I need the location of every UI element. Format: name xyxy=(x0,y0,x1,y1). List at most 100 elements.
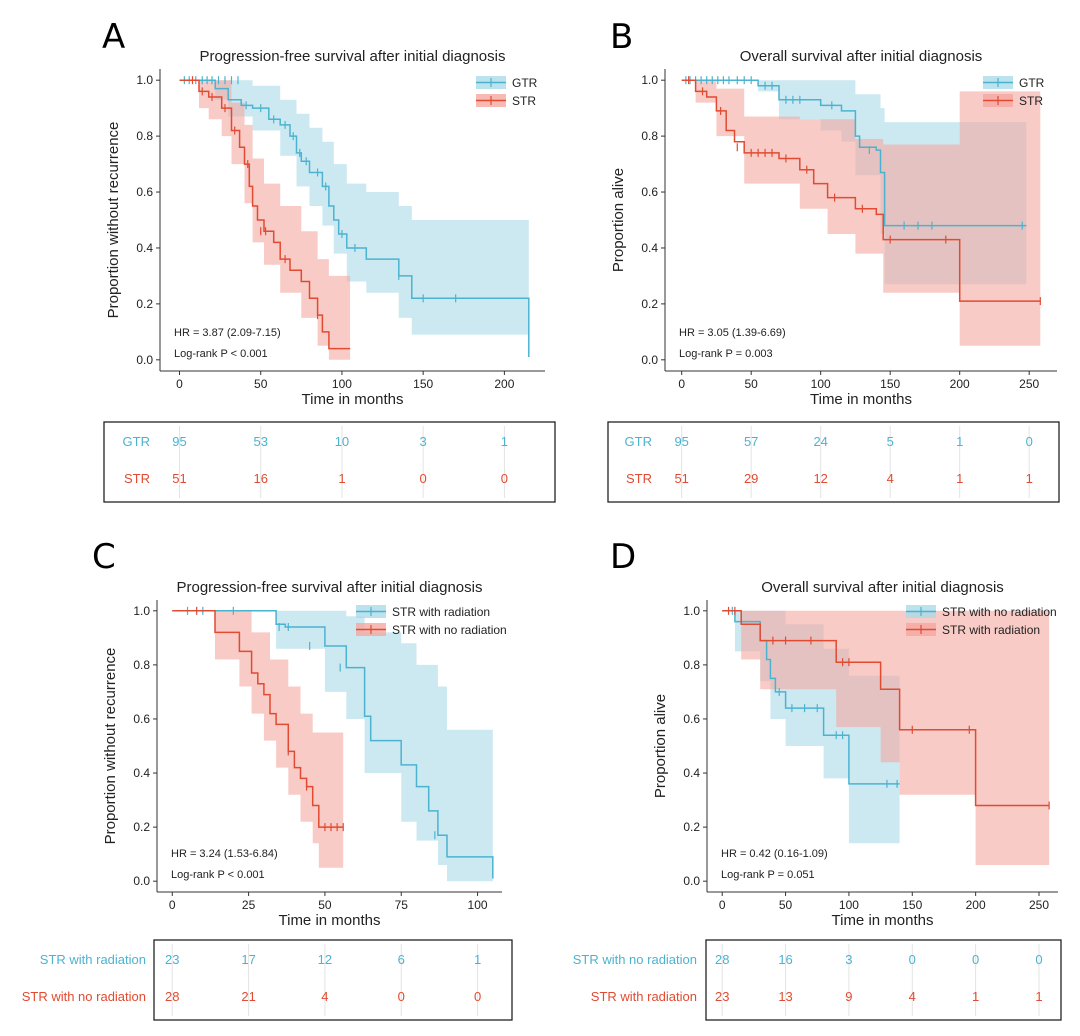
y-tick-label: 0.0 xyxy=(683,874,700,888)
plot-title: Overall survival after initial diagnosis xyxy=(761,579,1004,596)
survival-curve-blue xyxy=(722,610,900,785)
risk-row-label: STR with no radiation xyxy=(573,952,697,967)
risk-count: 24 xyxy=(813,434,827,449)
x-tick-label: 200 xyxy=(966,898,986,912)
risk-count: 0 xyxy=(398,989,405,1004)
legend-label: STR xyxy=(512,94,536,108)
risk-table-frame xyxy=(103,421,556,503)
x-tick-label: 25 xyxy=(242,898,256,912)
risk-row-label: STR xyxy=(124,471,150,486)
x-tick-label: 50 xyxy=(745,377,759,391)
hazard-ratio-text: HR = 3.87 (2.09-7.15) xyxy=(174,327,281,339)
y-tick-label: 1.0 xyxy=(683,604,700,618)
y-tick-label: 0.8 xyxy=(683,658,700,672)
risk-count: 1 xyxy=(956,434,963,449)
x-tick-label: 0 xyxy=(169,898,176,912)
x-tick-label: 150 xyxy=(902,898,922,912)
y-tick-label: 0.6 xyxy=(641,185,658,199)
logrank-p-text: Log-rank P < 0.001 xyxy=(174,348,268,360)
risk-count: 16 xyxy=(253,471,267,486)
risk-count: 51 xyxy=(674,471,688,486)
panel-letter: B xyxy=(610,17,633,57)
risk-count: 3 xyxy=(845,952,852,967)
risk-count: 0 xyxy=(1026,434,1033,449)
risk-count: 4 xyxy=(321,989,328,1004)
risk-count: 4 xyxy=(909,989,916,1004)
plot-title: Progression-free survival after initial … xyxy=(177,579,483,596)
risk-table-frame xyxy=(607,421,1060,503)
risk-count: 0 xyxy=(501,471,508,486)
risk-count: 53 xyxy=(253,434,267,449)
x-tick-label: 250 xyxy=(1029,898,1049,912)
risk-count: 28 xyxy=(165,989,179,1004)
risk-count: 13 xyxy=(778,989,792,1004)
survival-curve-red xyxy=(179,79,351,350)
risk-count: 10 xyxy=(335,434,349,449)
logrank-p-text: Log-rank P = 0.003 xyxy=(679,348,773,360)
survival-curve-blue xyxy=(681,79,1027,227)
survival-curve-blue xyxy=(172,610,494,879)
x-tick-label: 150 xyxy=(413,377,433,391)
risk-count: 12 xyxy=(318,952,332,967)
survival-curve-red xyxy=(172,610,344,828)
hazard-ratio-text: HR = 3.05 (1.39-6.69) xyxy=(679,327,786,339)
risk-count: 57 xyxy=(744,434,758,449)
risk-count: 1 xyxy=(338,471,345,486)
y-axis-label: Proportion without recurrence xyxy=(102,648,119,845)
risk-count: 51 xyxy=(172,471,186,486)
x-axis-label: Time in months xyxy=(832,912,934,929)
x-axis-label: Time in months xyxy=(279,912,381,929)
risk-row-label: STR xyxy=(626,471,652,486)
legend-label: GTR xyxy=(1019,76,1045,90)
risk-count: 1 xyxy=(956,471,963,486)
y-tick-label: 0.0 xyxy=(641,353,658,367)
x-tick-label: 50 xyxy=(254,377,268,391)
x-axis-label: Time in months xyxy=(302,391,404,408)
risk-count: 28 xyxy=(715,952,729,967)
risk-count: 0 xyxy=(474,989,481,1004)
y-axis-label: Proportion alive xyxy=(652,694,669,798)
risk-count: 16 xyxy=(778,952,792,967)
legend-label: STR xyxy=(1019,94,1043,108)
x-tick-label: 200 xyxy=(494,377,514,391)
ci-band-red xyxy=(722,610,1050,865)
risk-count: 0 xyxy=(1035,952,1042,967)
risk-row-label: STR with radiation xyxy=(40,952,146,967)
risk-count: 1 xyxy=(972,989,979,1004)
x-tick-label: 150 xyxy=(880,377,900,391)
y-tick-label: 0.4 xyxy=(641,241,658,255)
ci-band-red xyxy=(179,80,351,360)
x-tick-label: 0 xyxy=(176,377,183,391)
risk-count: 1 xyxy=(501,434,508,449)
x-tick-label: 100 xyxy=(332,377,352,391)
y-tick-label: 0.6 xyxy=(683,712,700,726)
panel-letter: C xyxy=(92,537,116,577)
risk-count: 4 xyxy=(887,471,894,486)
risk-row-label: STR with radiation xyxy=(591,989,697,1004)
risk-count: 5 xyxy=(887,434,894,449)
y-tick-label: 0.8 xyxy=(641,129,658,143)
survival-curve-red xyxy=(722,610,1050,807)
risk-count: 1 xyxy=(1026,471,1033,486)
y-tick-label: 1.0 xyxy=(641,73,658,87)
risk-count: 12 xyxy=(813,471,827,486)
risk-count: 95 xyxy=(674,434,688,449)
survival-curve-blue xyxy=(179,79,530,357)
risk-count: 3 xyxy=(420,434,427,449)
legend-label: STR with no radiation xyxy=(392,623,507,637)
y-tick-label: 0.6 xyxy=(136,185,153,199)
risk-count: 9 xyxy=(845,989,852,1004)
x-tick-label: 100 xyxy=(839,898,859,912)
y-tick-label: 0.8 xyxy=(133,658,150,672)
risk-row-label: GTR xyxy=(625,434,652,449)
x-tick-label: 0 xyxy=(678,377,685,391)
logrank-p-text: Log-rank P < 0.001 xyxy=(171,869,265,881)
risk-count: 23 xyxy=(715,989,729,1004)
y-tick-label: 0.6 xyxy=(133,712,150,726)
survival-curve-red xyxy=(681,79,1041,302)
risk-count: 17 xyxy=(241,952,255,967)
y-axis-label: Proportion alive xyxy=(610,168,627,272)
plot-title: Progression-free survival after initial … xyxy=(200,48,506,65)
panel-a: A Progression-free survival after initial… xyxy=(102,17,556,503)
